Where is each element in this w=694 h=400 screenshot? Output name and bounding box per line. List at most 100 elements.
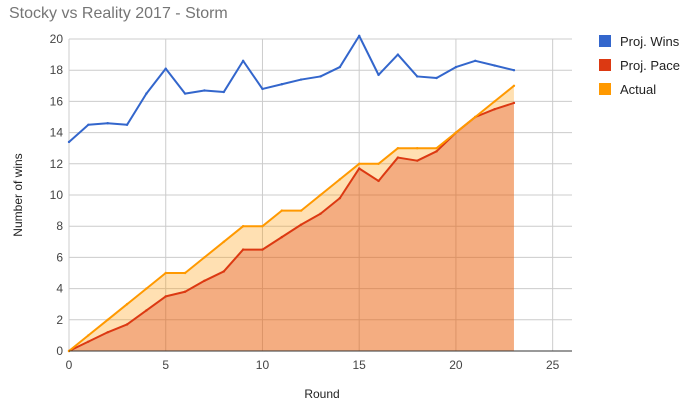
point-proj-wins [145,92,148,95]
point-actual [474,115,477,119]
point-actual [416,147,419,150]
point-proj-wins [512,69,516,72]
point-actual [145,287,148,290]
y-tick-label: 0 [56,344,63,358]
point-actual [164,271,167,275]
point-proj-wins [319,75,322,78]
series-areas [69,85,514,352]
point-actual [357,162,361,165]
point-proj-wins [416,75,419,78]
point-proj-wins [183,92,187,95]
y-tick-label: 16 [50,94,64,108]
y-tick-label: 4 [56,282,63,296]
legend-label: Actual [620,82,656,97]
x-tick-label: 0 [66,358,73,372]
y-tick-label: 8 [56,219,63,233]
point-proj-wins [474,59,477,63]
point-proj-pace [396,156,400,159]
legend-label: Proj. Wins [620,34,680,49]
point-proj-pace [299,223,303,226]
point-proj-wins [454,65,458,69]
point-actual [261,225,264,228]
point-actual [319,193,322,197]
x-tick-label: 25 [546,358,560,372]
point-actual [241,225,245,228]
point-proj-pace [164,295,167,298]
point-proj-wins [106,122,109,125]
point-proj-wins [396,53,400,56]
point-actual [299,209,303,212]
legend-swatch [599,59,611,71]
point-actual [183,271,187,275]
point-actual [338,178,342,181]
point-proj-wins [338,65,342,69]
point-proj-wins [261,87,264,91]
point-proj-pace [416,159,419,162]
x-tick-label: 10 [256,358,270,372]
x-tick-label: 20 [449,358,463,372]
point-actual [222,240,225,243]
y-tick-label: 6 [56,250,63,264]
point-proj-wins [377,73,380,77]
point-proj-wins [203,89,206,92]
point-proj-pace [183,290,187,293]
y-tick-label: 18 [50,63,64,77]
point-proj-wins [493,64,496,67]
point-proj-pace [241,248,245,251]
point-actual [203,256,206,259]
point-actual [396,147,400,150]
point-proj-wins [164,67,167,70]
point-proj-pace [512,101,516,105]
point-proj-pace [222,270,225,273]
point-proj-pace [203,279,206,282]
point-proj-wins [67,140,71,144]
legend: Proj. Wins Proj. Pace Actual [599,34,680,97]
point-proj-pace [493,108,496,111]
x-axis-label: Round [304,387,339,400]
series-lines [67,34,516,353]
point-proj-wins [125,123,129,127]
y-tick-label: 10 [50,188,64,202]
y-tick-label: 20 [50,32,64,46]
line-proj-pace [68,102,515,352]
x-tick-labels: 0 5 10 15 20 25 [66,358,560,372]
point-proj-wins [241,59,245,63]
x-tick-label: 15 [353,358,367,372]
y-axis-label: Number of wins [11,153,25,236]
y-tick-labels: 0 2 4 6 8 10 12 14 16 18 20 [50,32,64,358]
legend-label: Proj. Pace [620,58,680,73]
point-actual [106,318,109,321]
chart-title: Stocky vs Reality 2017 - Storm [9,5,228,22]
point-actual [87,334,90,337]
x-tick-label: 5 [162,358,169,372]
point-proj-pace [145,309,148,312]
point-proj-pace [338,196,342,200]
y-tick-label: 2 [56,313,63,327]
area-actual [69,85,514,352]
point-actual [454,131,458,134]
area-proj-pace [69,102,514,352]
y-tick-label: 12 [50,157,64,171]
point-actual [493,100,496,103]
point-proj-pace [261,248,264,251]
point-proj-pace [357,167,361,170]
point-actual [280,209,284,212]
point-actual [125,303,129,306]
point-proj-wins [435,76,438,80]
point-proj-pace [87,340,90,343]
y-tick-label: 14 [50,126,64,140]
point-actual [377,162,380,165]
point-proj-pace [280,235,284,239]
point-proj-pace [125,323,129,326]
legend-swatch [599,35,611,47]
point-proj-pace [435,150,438,153]
point-proj-wins [222,90,225,94]
point-actual [435,147,438,150]
point-proj-pace [106,331,109,334]
point-proj-wins [87,123,90,127]
point-proj-wins [299,78,303,81]
point-actual [512,84,516,88]
point-proj-pace [319,212,322,215]
legend-swatch [599,83,611,95]
